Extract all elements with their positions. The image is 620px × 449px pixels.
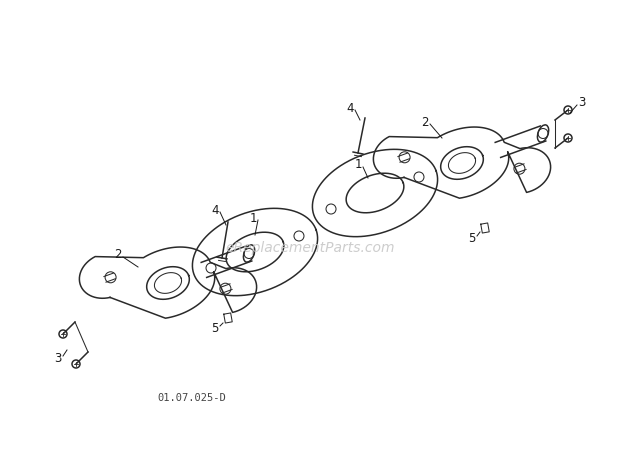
Text: 3: 3 <box>578 97 586 110</box>
Text: 4: 4 <box>211 203 219 216</box>
Text: eReplacementParts.com: eReplacementParts.com <box>225 241 395 255</box>
Text: 3: 3 <box>55 352 61 365</box>
Circle shape <box>564 106 572 114</box>
Circle shape <box>59 330 67 338</box>
Circle shape <box>564 134 572 142</box>
Text: 5: 5 <box>468 232 476 245</box>
Circle shape <box>72 360 80 368</box>
Text: 1: 1 <box>249 211 257 224</box>
Text: 1: 1 <box>354 158 361 172</box>
Text: 01.07.025-D: 01.07.025-D <box>157 393 226 403</box>
Text: 5: 5 <box>211 321 219 335</box>
Text: 2: 2 <box>114 248 122 261</box>
Text: 4: 4 <box>346 101 354 114</box>
Text: 2: 2 <box>421 115 429 128</box>
